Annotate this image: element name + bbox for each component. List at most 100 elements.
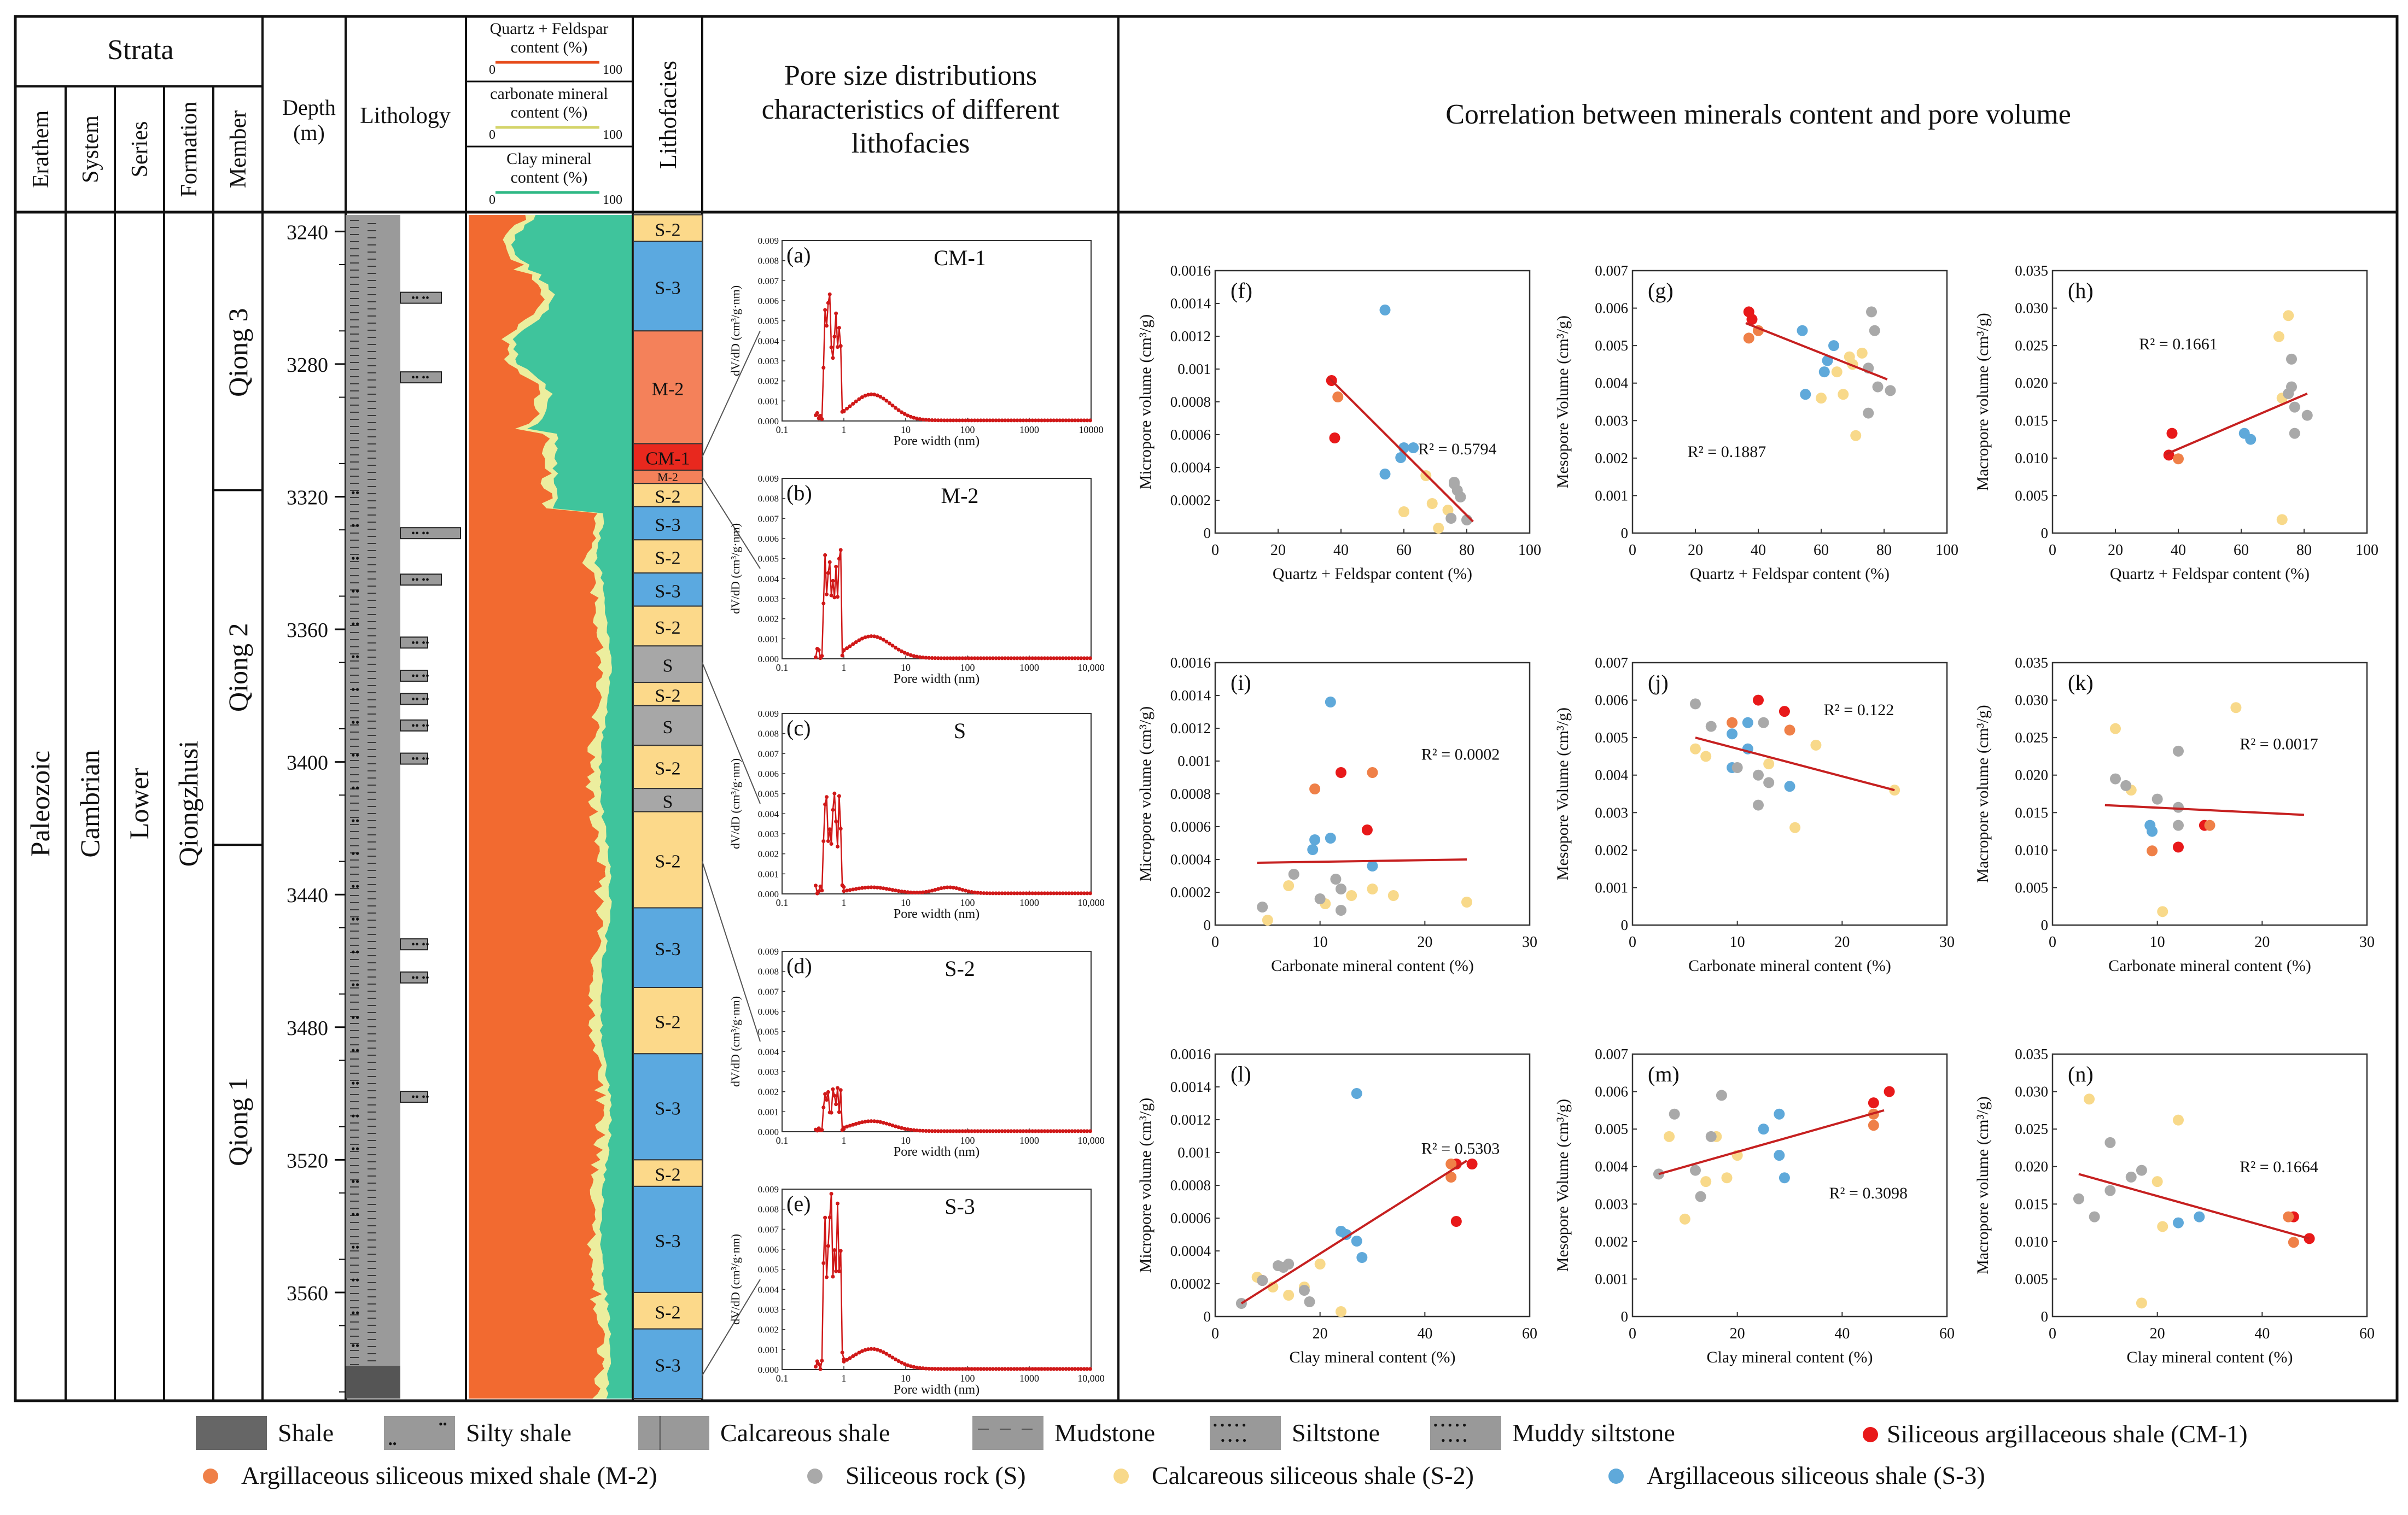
psd-point <box>831 578 835 583</box>
scatter-point <box>1690 1165 1701 1176</box>
lithofacies-code: S-3 <box>655 515 680 535</box>
psd-ytick-label: 0.009 <box>758 236 779 246</box>
psd-point <box>1012 1367 1016 1371</box>
scatter-frame <box>2051 1053 2368 1318</box>
psd-panel: 0.009 0.008 0.007 0.006 0.005 0.004 0.003 0.002… <box>702 473 1105 686</box>
scatter-ytick-label: 0.001 <box>1177 361 1211 377</box>
psd-ytick-label: 0.003 <box>758 356 779 366</box>
psd-ytick-label: 0.003 <box>758 829 779 839</box>
psd-name: M-2 <box>941 483 979 508</box>
legend-label: Silty shale <box>466 1419 572 1447</box>
psd-point <box>902 412 907 416</box>
psd-point <box>820 1128 824 1132</box>
psd-point <box>1018 1367 1023 1371</box>
legend-dot <box>203 1469 218 1484</box>
scatter-point <box>1721 1172 1733 1184</box>
psd-point <box>823 308 827 312</box>
psd-point <box>963 1129 967 1133</box>
psd-point <box>951 1367 955 1371</box>
psd-point <box>1070 1367 1074 1371</box>
scatter-point <box>1669 1108 1680 1120</box>
psd-point <box>1088 656 1092 660</box>
lithology-bump-dots: •• •• <box>411 720 429 732</box>
depth-tick-label: 3520 <box>287 1149 328 1172</box>
psd-point <box>1067 891 1071 896</box>
psd-point <box>900 889 904 893</box>
mineral-header-label: Clay mineral <box>506 150 592 168</box>
scatter-tag: (m) <box>1648 1062 1680 1086</box>
psd-point <box>1000 1129 1004 1133</box>
scatter-ytick-label: 0.003 <box>1595 412 1628 429</box>
psd-point <box>1088 1367 1092 1371</box>
psd-point <box>1060 418 1065 423</box>
psd-point <box>1052 1129 1056 1133</box>
psd-point <box>948 656 953 660</box>
lithology-bump <box>400 669 428 682</box>
lithology-bump <box>400 1091 428 1103</box>
lithology-dots: •• <box>351 1207 359 1221</box>
psd-point <box>875 1348 879 1352</box>
scatter-ytick-label: 0.007 <box>1595 1046 1628 1062</box>
scatter-ytick-label: 0 <box>2041 917 2049 933</box>
member-name: Qiong 1 <box>223 1077 253 1166</box>
psd-point <box>1085 1367 1089 1371</box>
scatter-point <box>1818 366 1830 378</box>
lithofacies-layer <box>633 682 703 706</box>
psd-point <box>1012 656 1016 660</box>
scatter-xtick-label: 0 <box>1211 542 1219 559</box>
lithology-dots: •• <box>351 1240 359 1254</box>
scatter-point <box>1774 1108 1785 1120</box>
psd-point <box>838 548 843 552</box>
scatter-ytick-label: 0.001 <box>1177 1144 1211 1161</box>
psd-ytick-label: 0.001 <box>758 396 779 406</box>
scatter-ytick-label: 0.002 <box>1595 842 1628 858</box>
scatter-ytick-label: 0.004 <box>1595 375 1628 391</box>
scatter-xtick-label: 60 <box>1814 542 1829 559</box>
lithofacies-code: S <box>663 717 673 738</box>
scatter-point <box>2157 906 2168 917</box>
psd-point <box>966 418 971 423</box>
scatter-point <box>1450 1216 1462 1227</box>
mineral-header-label: content (%) <box>511 168 588 186</box>
psd-point <box>970 1129 974 1133</box>
psd-point <box>912 654 916 658</box>
psd-point <box>984 1129 989 1133</box>
psd-point <box>872 885 877 890</box>
psd-point <box>1033 418 1037 423</box>
psd-point <box>942 656 947 660</box>
lithology-dots: •• <box>351 1043 359 1057</box>
psd-ytick-label: 0.000 <box>758 1365 779 1375</box>
psd-point <box>1003 1129 1007 1133</box>
psd-point <box>976 1129 980 1133</box>
lithology-dots: •• <box>351 1142 359 1155</box>
psd-point <box>921 1128 925 1133</box>
strata-col-header: Formation <box>177 102 202 197</box>
scatter-point <box>1379 469 1391 479</box>
psd-tag: (b) <box>786 481 812 505</box>
psd-point <box>884 399 889 403</box>
psd-point <box>887 641 891 646</box>
psd-ytick-label: 0.008 <box>758 729 779 739</box>
legend-swatch <box>1210 1416 1281 1450</box>
lithology-bump-dots: •• •• <box>411 293 429 305</box>
psd-point <box>1054 891 1059 896</box>
scatter-ytick-label: 0.030 <box>2015 300 2048 317</box>
psd-point <box>1036 656 1041 660</box>
psd-ylabel: dV/dD (cm³/g·nm) <box>728 758 742 849</box>
lithofacies-layer <box>633 788 703 812</box>
psd-point <box>976 1367 980 1371</box>
psd-point <box>1064 418 1068 423</box>
scatter-fit-line <box>2078 1173 2310 1240</box>
scatter-panel: 0 0.005 0.010 0.015 0.020 0.025 0.030 0.035 0 20 4… <box>1974 262 2378 583</box>
psd-point <box>948 1367 953 1371</box>
psd-point <box>884 1352 889 1356</box>
psd-point <box>837 794 841 798</box>
scatter-ytick-label: 0.025 <box>2015 729 2048 746</box>
scatter-point <box>2136 1297 2147 1309</box>
psd-point <box>1076 418 1080 423</box>
psd-point <box>933 1367 937 1371</box>
psd-point <box>1064 1129 1068 1133</box>
lithofacies-code: S-2 <box>655 1013 680 1033</box>
psd-point <box>984 1367 989 1371</box>
